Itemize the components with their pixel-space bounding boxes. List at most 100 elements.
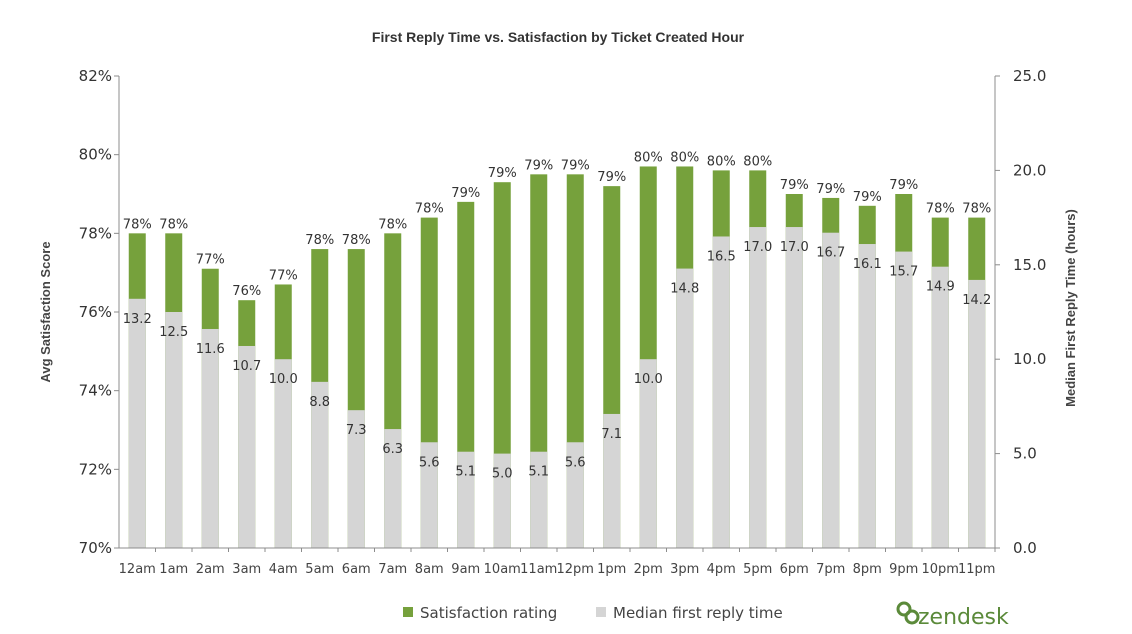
satisfaction-data-label: 78% [305,233,334,248]
reply-time-bar [165,312,183,548]
right-tick-label: 25.0 [1013,67,1046,85]
reply-time-data-label: 5.0 [492,467,513,482]
zendesk-logo: zendesk [896,601,1009,630]
x-tick-label: 3pm [670,562,699,577]
x-tick-label: 4am [269,562,298,577]
x-tick-label: 9am [451,562,480,577]
satisfaction-data-label: 78% [415,202,444,217]
left-tick-label: 78% [79,224,112,242]
reply-time-bar [931,266,949,548]
reply-time-data-label: 17.0 [780,240,809,255]
reply-time-data-label: 13.2 [123,312,152,327]
reply-time-data-label: 14.8 [670,282,699,297]
reply-time-data-label: 14.2 [962,293,991,308]
x-axis-ticks: 12am 1am 2am 3am 4am 5am 6am 7am 8am 9am 10am 11am 1… [119,548,996,577]
x-tick-label: 7am [378,562,407,577]
right-tick-label: 5.0 [1013,445,1037,463]
reply-time-bar [603,413,621,548]
reply-time-bar [785,227,803,549]
reply-time-bar [457,451,475,548]
legend-label-reply-time: Median first reply time [613,604,783,622]
reply-time-data-label: 15.7 [889,265,918,280]
reply-time-data-label: 10.7 [232,359,261,374]
reply-time-bar [895,251,913,549]
reply-time-bar [566,442,584,548]
reply-time-data-label: 16.1 [853,257,882,272]
satisfaction-data-label: 80% [707,154,736,169]
left-tick-label: 80% [79,146,112,164]
reply-time-bar [128,298,146,548]
satisfaction-data-label: 77% [196,253,225,268]
left-tick-label: 72% [79,460,112,478]
x-tick-label: 1pm [597,562,626,577]
satisfaction-data-label: 79% [524,158,553,173]
reply-time-data-label: 5.6 [419,455,440,470]
satisfaction-labels: 78% 78% 77% 76% 77% 78% 78% 78% 78% 79% 79% 79% 79% 7… [123,150,991,299]
satisfaction-data-label: 78% [342,233,371,248]
satisfaction-data-label: 79% [597,170,626,185]
satisfaction-data-label: 80% [634,150,663,165]
reply-time-bar [676,268,694,548]
satisfaction-data-label: 79% [488,166,517,181]
left-tick-label: 74% [79,382,112,400]
right-tick-label: 0.0 [1013,539,1037,557]
satisfaction-data-label: 77% [269,268,298,283]
legend-swatch-satisfaction [403,607,413,617]
reply-time-data-label: 5.1 [528,465,549,480]
reply-time-bar [530,451,548,548]
reply-time-bar [858,244,876,549]
reply-time-bar [420,442,438,548]
reply-time-bar [347,410,365,548]
x-tick-label: 8am [415,562,444,577]
satisfaction-data-label: 80% [743,154,772,169]
satisfaction-data-label: 79% [816,182,845,197]
x-tick-label: 4pm [707,562,736,577]
reply-time-data-label: 8.8 [309,395,330,410]
x-tick-label: 2am [196,562,225,577]
x-tick-label: 2pm [634,562,663,577]
satisfaction-data-label: 79% [889,178,918,193]
reply-time-data-label: 5.1 [455,465,476,480]
satisfaction-series [128,166,986,549]
satisfaction-data-label: 78% [378,217,407,232]
reply-time-data-label: 5.6 [565,455,586,470]
reply-time-data-label: 16.5 [707,249,736,264]
reply-time-data-label: 17.0 [743,240,772,255]
satisfaction-data-label: 80% [670,150,699,165]
reply-time-data-label: 10.0 [634,372,663,387]
reply-time-bar [639,359,657,548]
x-tick-label: 7pm [816,562,845,577]
x-tick-label: 9pm [889,562,918,577]
x-tick-label: 11pm [958,562,995,577]
reply-time-bar [822,232,840,549]
right-tick-label: 10.0 [1013,350,1046,368]
left-tick-label: 82% [79,67,112,85]
satisfaction-data-label: 78% [159,217,188,232]
reply-time-bar [493,453,511,548]
legend-label-satisfaction: Satisfaction rating [420,604,557,622]
reply-time-bar [274,359,292,548]
left-axis-label: Avg Satisfaction Score [38,241,53,382]
x-tick-label: 11am [520,562,557,577]
reply-time-bar [311,381,329,548]
reply-time-bar [384,429,402,548]
satisfaction-data-label: 76% [232,284,261,299]
reply-time-bar [238,345,256,548]
reply-time-data-label: 16.7 [816,246,845,261]
satisfaction-data-label: 79% [451,186,480,201]
x-tick-label: 6pm [780,562,809,577]
reply-time-data-label: 10.0 [269,372,298,387]
reply-time-bar [201,328,219,548]
legend: Satisfaction rating Median first reply t… [403,604,783,622]
x-tick-label: 5pm [743,562,772,577]
reply-time-bar [712,236,730,549]
right-tick-label: 20.0 [1013,161,1046,179]
satisfaction-data-label: 79% [561,158,590,173]
satisfaction-data-label: 78% [962,202,991,217]
reply-time-series [128,227,986,549]
x-tick-label: 1am [159,562,188,577]
reply-time-data-label: 14.9 [926,280,955,295]
left-tick-label: 70% [79,539,112,557]
x-tick-label: 10pm [922,562,959,577]
